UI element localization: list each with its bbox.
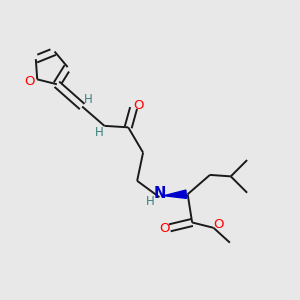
Text: H: H bbox=[146, 195, 154, 208]
Text: O: O bbox=[159, 223, 170, 236]
Text: H: H bbox=[95, 126, 103, 139]
Polygon shape bbox=[164, 190, 187, 198]
Text: N: N bbox=[153, 186, 166, 201]
Text: O: O bbox=[25, 75, 35, 88]
Text: O: O bbox=[134, 99, 144, 112]
Text: H: H bbox=[84, 93, 93, 106]
Text: O: O bbox=[214, 218, 224, 231]
